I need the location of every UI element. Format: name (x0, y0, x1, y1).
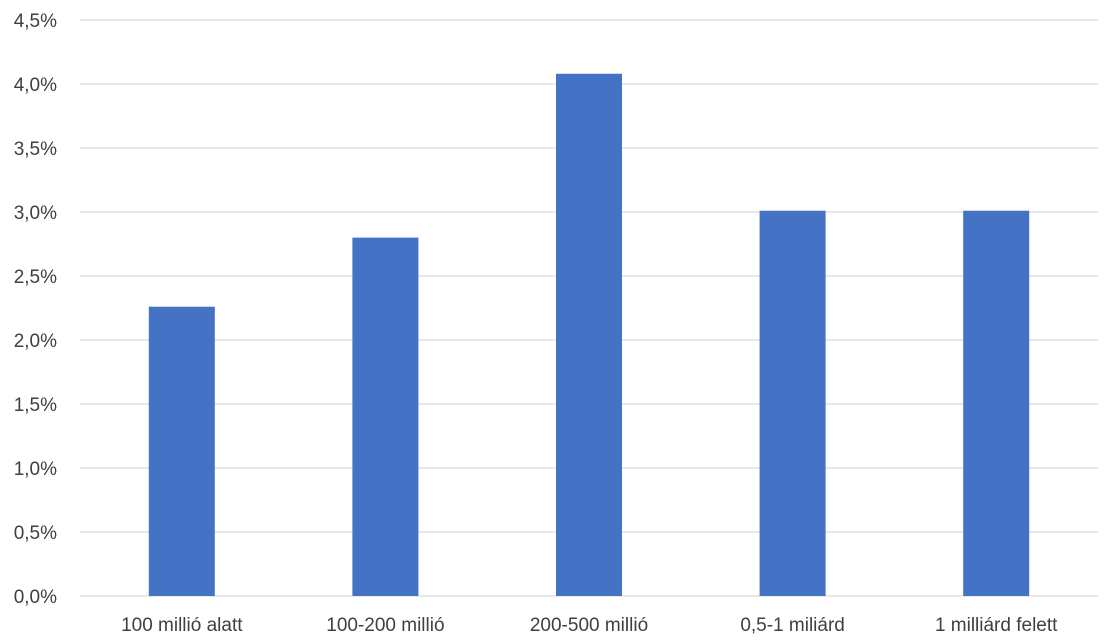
y-tick-label: 3,5% (14, 139, 57, 160)
y-tick-label: 3,0% (14, 203, 57, 224)
y-tick-label: 1,0% (14, 459, 57, 480)
y-tick-label: 0,5% (14, 523, 57, 544)
y-tick-label: 4,0% (14, 75, 57, 96)
y-axis-ticks: 0,0% 0,5% 1,0% 1,5% 2,0% 2,5% 3,0% 3,5% 4,0% 4,5% (14, 11, 57, 608)
bar (148, 306, 215, 596)
y-tick-label: 1,5% (14, 395, 57, 416)
bar (556, 73, 622, 596)
x-category-label: 100 millió alatt (121, 615, 243, 636)
x-category-label: 200-500 millió (530, 615, 648, 636)
x-category-label: 100-200 millió (326, 615, 444, 636)
x-category-label: 0,5-1 miliárd (740, 615, 845, 636)
x-category-label: 1 milliárd felett (935, 615, 1058, 636)
y-tick-label: 2,5% (14, 267, 57, 288)
y-tick-label: 0,0% (14, 587, 57, 608)
bar (963, 210, 1030, 596)
bar (352, 237, 419, 596)
y-tick-label: 2,0% (14, 331, 57, 352)
bars (148, 73, 1030, 596)
x-axis-categories: 100 millió alatt 100-200 millió 200-500 mi… (121, 615, 1058, 636)
bar (759, 210, 826, 596)
y-tick-label: 4,5% (14, 11, 57, 32)
